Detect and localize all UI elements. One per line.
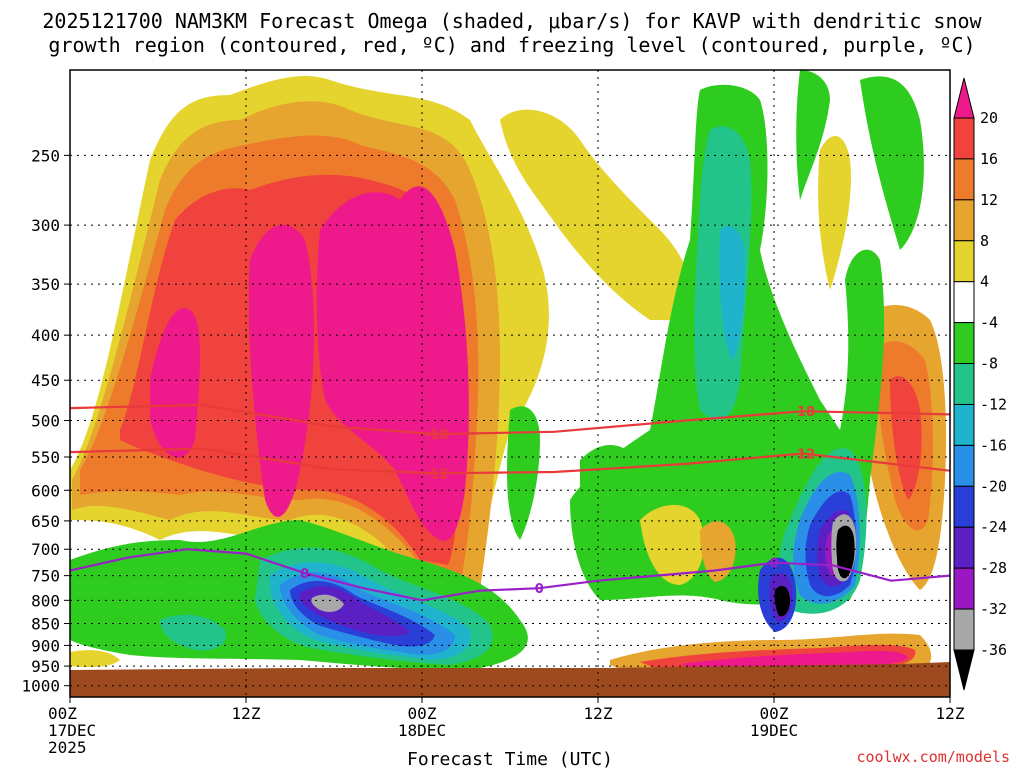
y-tick-label: 800 xyxy=(31,591,60,610)
chart-title-line-2: growth region (contoured, red, ºC) and f… xyxy=(48,33,975,57)
colorbar-swatch xyxy=(953,567,975,610)
colorbar-bottom-arrow xyxy=(953,649,975,691)
omega-area-downward-32-low xyxy=(311,594,344,612)
omega-area-upward-20-b xyxy=(248,224,315,517)
y-tick-label: 500 xyxy=(31,412,60,431)
omega-area-upward-20-sfc xyxy=(680,650,908,667)
colorbar-label: -12 xyxy=(980,395,1007,413)
terrain-below-ground xyxy=(70,662,950,697)
contour-label: 0 xyxy=(769,557,778,572)
y-tick-label: 650 xyxy=(31,512,60,531)
contour-label: -18 xyxy=(792,405,816,420)
contour-label: -12 xyxy=(425,467,449,482)
colorbar-label: 20 xyxy=(980,109,998,127)
y-tick-label: 1000 xyxy=(21,677,60,696)
colorbar-swatch xyxy=(953,363,975,405)
colorbar-swatch xyxy=(953,444,975,487)
colorbar-swatch xyxy=(953,608,975,651)
contour-label: -12 xyxy=(792,447,816,462)
y-tick-label: 250 xyxy=(31,146,60,165)
colorbar-swatch xyxy=(953,240,975,283)
omega-area-upward-4-mid xyxy=(640,505,704,585)
x-tick-label: 12Z xyxy=(584,704,613,723)
colorbar-swatch xyxy=(953,158,975,201)
colorbar-top-arrow xyxy=(953,77,975,119)
y-tick-label: 400 xyxy=(31,326,60,345)
colorbar-label: -20 xyxy=(980,477,1007,495)
colorbar-label: -4 xyxy=(980,314,998,332)
colorbar-swatch xyxy=(953,199,975,242)
dendritic-isotherm-minus12 xyxy=(70,447,950,475)
y-tick-label: 450 xyxy=(31,371,60,390)
y-tick-label: 850 xyxy=(31,615,60,634)
x-tick-label: 12Z xyxy=(936,704,965,723)
omega-area-downward-8-topright xyxy=(860,76,924,250)
contours: -18 -18 -12 -12 0 0 0 xyxy=(70,403,950,602)
omega-area-upward-16-east xyxy=(890,376,922,500)
omega-area-upward-20-c xyxy=(316,186,469,541)
colorbar-swatch xyxy=(953,281,975,324)
y-tick-label: 300 xyxy=(31,216,60,235)
colorbar-label: 8 xyxy=(980,232,989,250)
x-tick-label: 00Z xyxy=(760,704,789,723)
x-tick-label: 12Z xyxy=(232,704,261,723)
y-tick-label: 950 xyxy=(31,657,60,676)
omega-area-upward-4-sfc-w xyxy=(70,650,120,668)
contour-label: -18 xyxy=(425,428,449,443)
omega-area-downward-8-mid-b xyxy=(580,445,644,560)
colorbar-swatch xyxy=(953,117,975,160)
y-tick-label: 550 xyxy=(31,448,60,467)
contour-label: 0 xyxy=(535,582,544,597)
colorbar-label: -16 xyxy=(980,436,1007,454)
omega-area-downward-16 xyxy=(719,226,745,360)
x-tick-label: 19DEC xyxy=(750,721,798,740)
omega-area-upward-4-upper-right xyxy=(818,136,851,290)
credit-text: coolwx.com/models xyxy=(856,748,1010,766)
x-axis-label: Forecast Time (UTC) xyxy=(407,749,613,768)
chart-title-line-1: 2025121700 NAM3KM Forecast Omega (shaded… xyxy=(42,9,982,33)
y-tick-label: 750 xyxy=(31,567,60,586)
colorbar-label: 16 xyxy=(980,150,998,168)
plot-frame xyxy=(69,69,951,698)
omega-shading xyxy=(70,70,950,697)
x-tick-label: 00Z xyxy=(408,704,437,723)
colorbar-label: -36 xyxy=(980,641,1007,659)
y-tick-label: 900 xyxy=(31,636,60,655)
omega-area-downward-8-top xyxy=(796,70,830,200)
colorbar-label: 4 xyxy=(980,273,989,291)
y-axis: 250 300 350 400 450 500 550 600 650 700 750 800 850 9… xyxy=(21,146,70,696)
contour-label: 0 xyxy=(300,567,309,582)
dendritic-isotherm-minus18 xyxy=(70,403,950,436)
colorbar-swatch xyxy=(953,403,975,446)
x-tick-label: 2025 xyxy=(48,738,87,757)
x-tick-label: 00Z xyxy=(48,704,77,723)
colorbar-label: -28 xyxy=(980,559,1007,577)
colorbar-label: -32 xyxy=(980,600,1007,618)
colorbar-swatch xyxy=(953,526,975,569)
x-tick-label: 17DEC xyxy=(48,721,96,740)
x-tick-label: 18DEC xyxy=(398,721,446,740)
omega-area-upward-4-upper xyxy=(500,109,694,320)
colorbar: 20 16 12 8 4 -4 -8 -12 -16 -20 -24 -28 -32 -36 xyxy=(953,77,1007,691)
omega-area-downward-max xyxy=(836,525,855,579)
colorbar-label: 12 xyxy=(980,191,998,209)
omega-area-upward-8-mid xyxy=(700,521,736,582)
y-tick-label: 350 xyxy=(31,275,60,294)
colorbar-swatch xyxy=(953,322,975,365)
omega-area-downward-max-b xyxy=(774,585,790,617)
colorbar-label: -8 xyxy=(980,355,998,373)
y-tick-label: 700 xyxy=(31,540,60,559)
y-tick-label: 600 xyxy=(31,481,60,500)
colorbar-swatch xyxy=(953,485,975,528)
colorbar-label: -24 xyxy=(980,518,1007,536)
freezing-level-contour xyxy=(70,548,950,602)
